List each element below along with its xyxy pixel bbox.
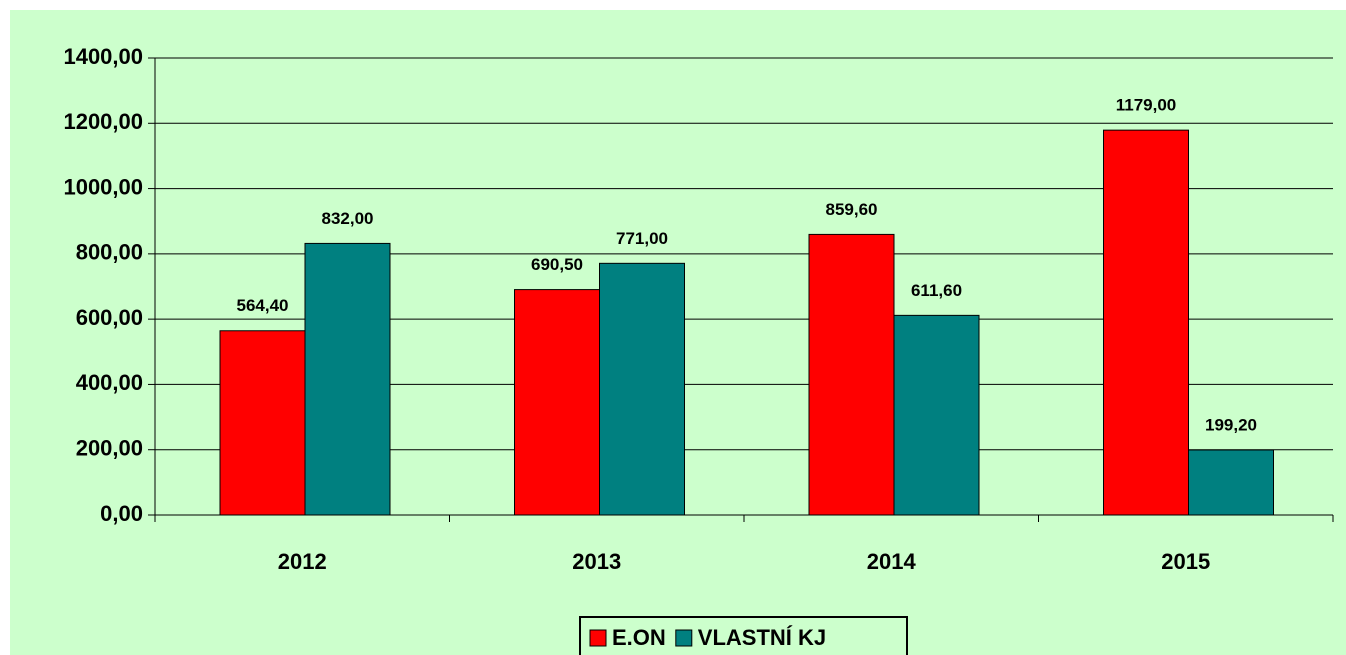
x-tick-label: 2014 (867, 549, 917, 574)
y-tick-label: 800,00 (76, 240, 143, 265)
bar (599, 262, 685, 516)
x-tick-label: 2012 (278, 549, 327, 574)
value-label: 771,00 (616, 229, 668, 248)
y-tick-label: 200,00 (76, 436, 143, 461)
legend-label: VLASTNÍ KJ (698, 625, 826, 650)
value-label: 611,60 (911, 281, 962, 300)
y-tick-label: 1400,00 (63, 44, 143, 69)
x-tick-label: 2013 (572, 549, 621, 574)
legend-swatch (675, 629, 693, 647)
bar (1103, 129, 1189, 516)
bar (893, 314, 980, 516)
value-label: 690,50 (531, 255, 583, 274)
bar (1188, 449, 1274, 516)
y-tick-label: 1000,00 (63, 174, 143, 199)
x-tick-label: 2015 (1161, 549, 1210, 574)
bar (808, 233, 895, 516)
legend-label: E.ON (612, 625, 666, 650)
bar (219, 330, 306, 516)
bar (304, 242, 391, 516)
legend-box (579, 616, 908, 655)
value-label: 564,40 (237, 296, 289, 315)
legend-swatch (589, 629, 607, 647)
y-tick-label: 0,00 (100, 501, 143, 526)
y-tick-label: 400,00 (76, 370, 143, 395)
value-label: 199,20 (1205, 415, 1257, 434)
value-label: 859,60 (826, 200, 878, 219)
bar (514, 289, 600, 516)
value-label: 1179,00 (1116, 96, 1177, 115)
y-tick-label: 1200,00 (63, 109, 143, 134)
y-tick-label: 600,00 (76, 305, 143, 330)
value-label: 832,00 (322, 209, 374, 228)
